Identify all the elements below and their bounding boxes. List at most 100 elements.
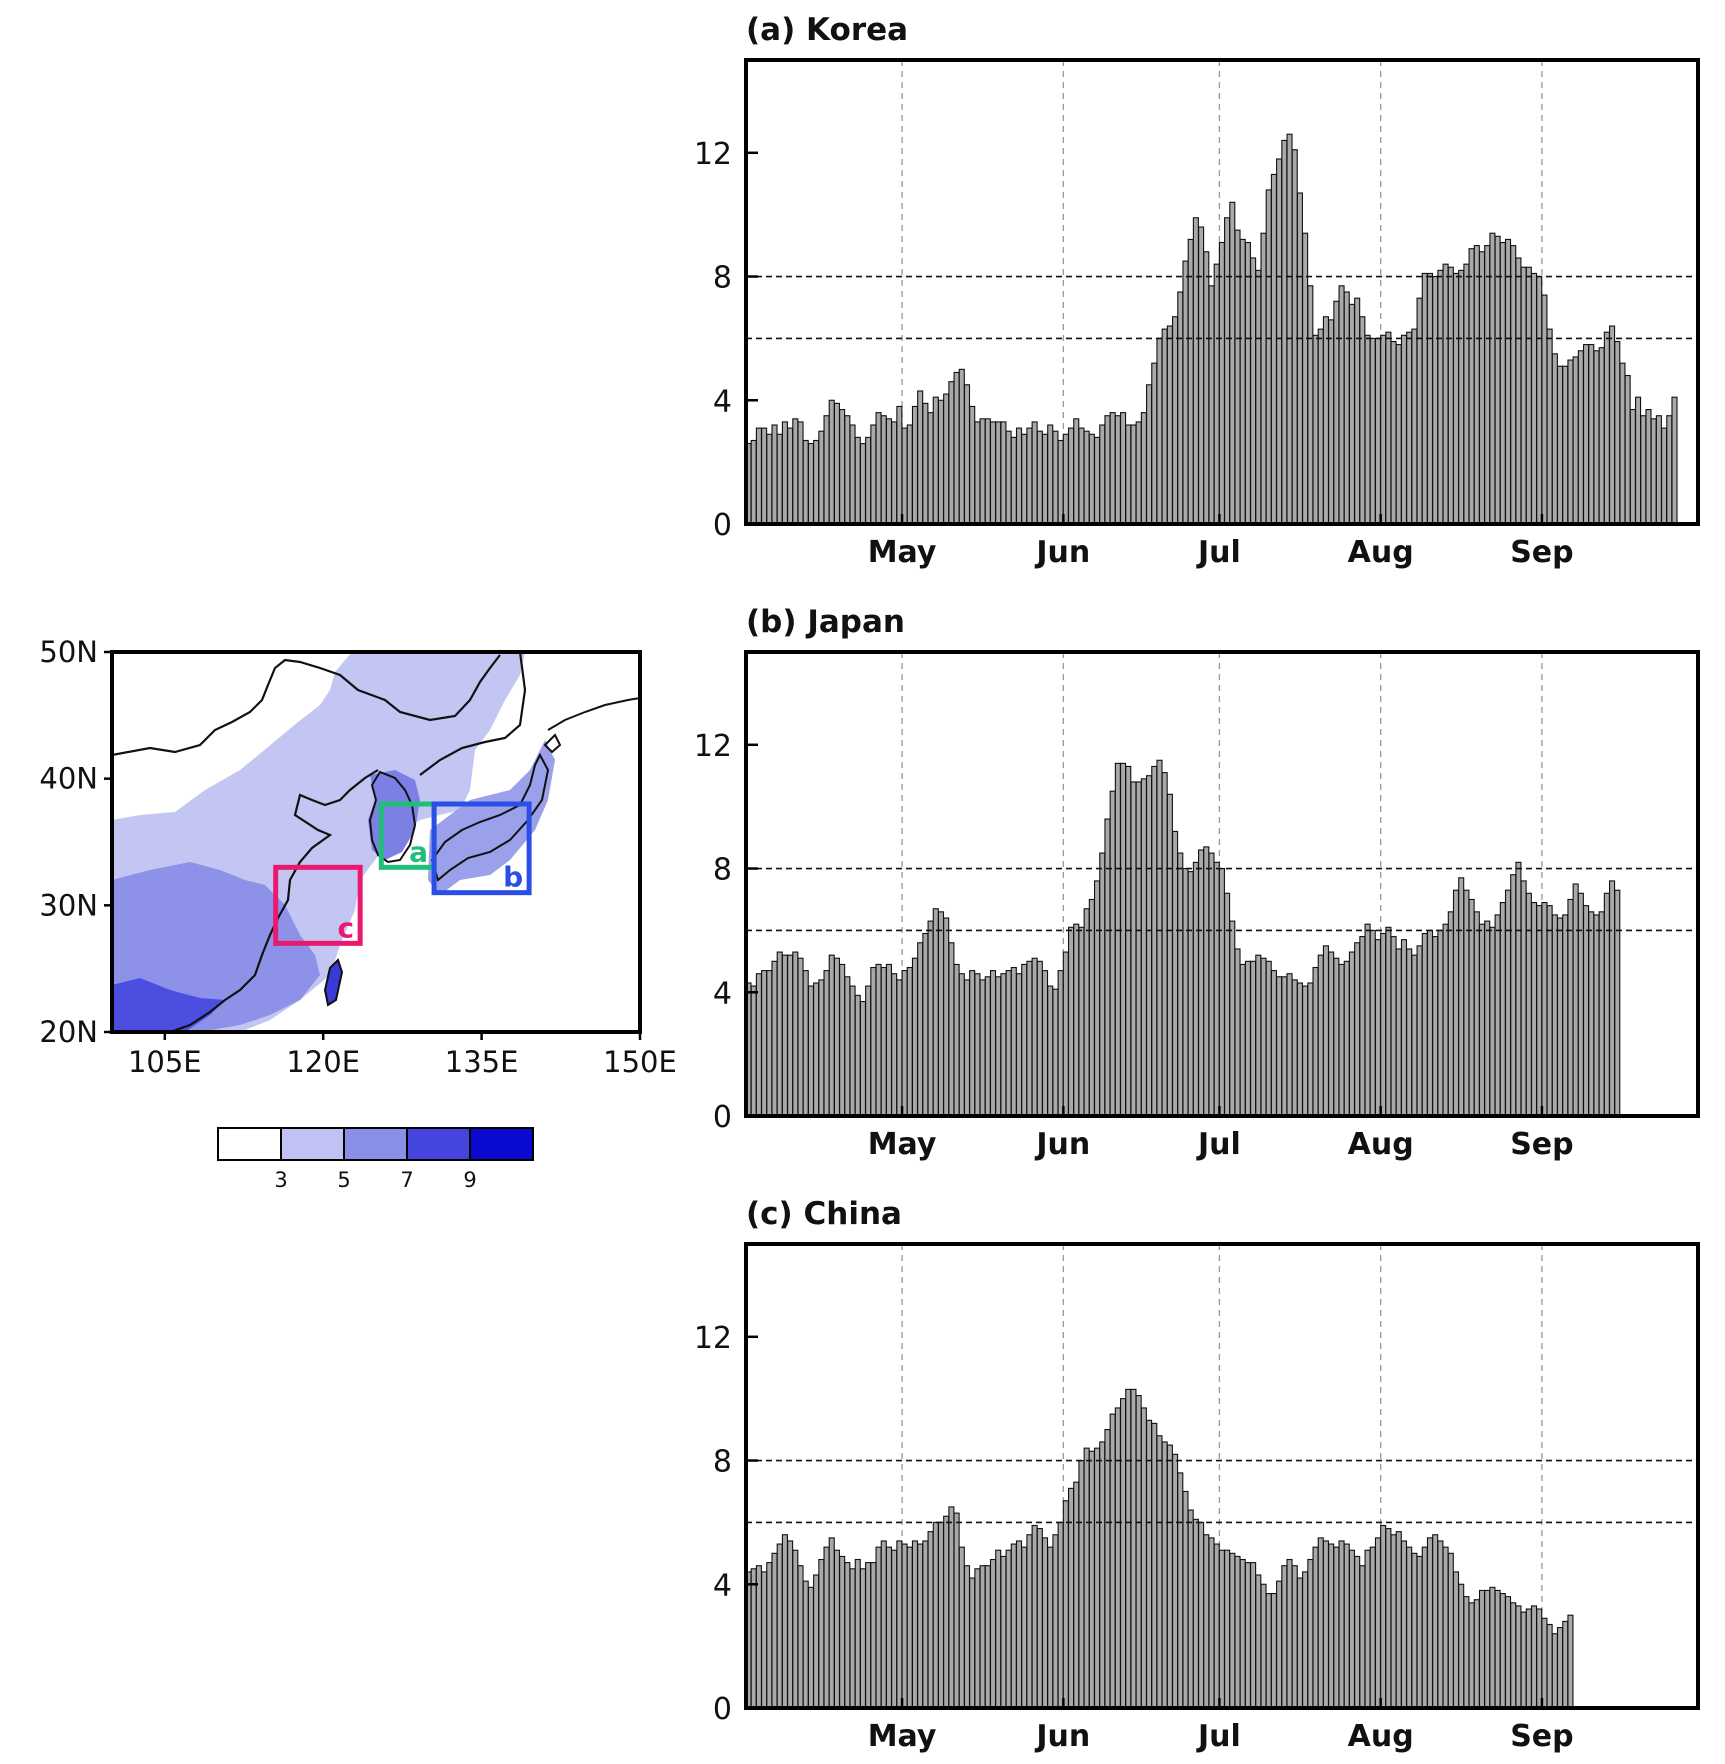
bar [1172, 316, 1179, 525]
bar [989, 970, 997, 1117]
bar [771, 960, 778, 1117]
bar [1109, 790, 1116, 1117]
bar [854, 994, 861, 1117]
bar [1187, 1509, 1194, 1709]
bar [1203, 1534, 1210, 1709]
region-box-label: b [503, 861, 523, 894]
bar [1276, 976, 1283, 1117]
bar [807, 985, 814, 1117]
bar [1655, 415, 1662, 525]
bar [813, 439, 820, 525]
bar [1104, 415, 1111, 525]
bar [979, 979, 986, 1117]
bar [1109, 1413, 1116, 1709]
map-shade-taiwan [325, 960, 342, 1005]
bar [1052, 988, 1059, 1117]
bar [776, 433, 783, 525]
bar [1463, 1596, 1470, 1709]
bar [1348, 1549, 1355, 1709]
bar [896, 979, 903, 1117]
lon-label: 135E [445, 1045, 519, 1079]
bar [1067, 427, 1075, 525]
bar [1047, 424, 1054, 525]
bar [1609, 880, 1616, 1117]
bar [1198, 1521, 1205, 1709]
bar [839, 408, 846, 525]
bar [1380, 932, 1387, 1117]
chart-title: (b) Japan [746, 604, 905, 640]
bar [1166, 793, 1173, 1117]
bar [1047, 1546, 1054, 1709]
bar [1156, 759, 1163, 1117]
bar [1437, 929, 1444, 1117]
bar [1458, 269, 1465, 525]
bar [807, 443, 814, 525]
coastline-taiwan [323, 958, 344, 1007]
bar [1198, 849, 1205, 1117]
bar [1213, 1543, 1220, 1709]
bar [1244, 960, 1251, 1117]
bar [1057, 439, 1064, 525]
bar [875, 412, 882, 525]
bar [1489, 926, 1496, 1117]
bar [1057, 970, 1064, 1117]
bar [781, 1534, 788, 1709]
bar [870, 966, 877, 1117]
bar [1359, 936, 1366, 1117]
bar [1203, 251, 1210, 525]
bar [1244, 1562, 1251, 1709]
bar [1109, 412, 1116, 525]
bar [1208, 1537, 1215, 1709]
bar [776, 1543, 783, 1709]
bar [1572, 883, 1579, 1117]
bar [1317, 954, 1324, 1117]
bar [1239, 963, 1246, 1117]
bar [1317, 1537, 1324, 1709]
bar [1525, 266, 1532, 525]
bar [901, 1543, 908, 1709]
bar [1385, 331, 1392, 525]
bar [885, 963, 893, 1117]
bar [1088, 433, 1095, 525]
bar [1041, 970, 1049, 1117]
bar [1125, 1388, 1132, 1709]
y-tick-label: 12 [694, 1321, 732, 1356]
bar [917, 942, 924, 1117]
bar [1588, 344, 1595, 525]
bar [1291, 1565, 1298, 1709]
bar [797, 957, 804, 1117]
colorbar-cell [406, 1127, 471, 1161]
bar [1635, 396, 1642, 525]
bar [859, 1000, 867, 1117]
bar [1661, 427, 1668, 525]
bar [849, 424, 856, 525]
bar [1265, 189, 1272, 525]
plot-frame [744, 58, 1700, 526]
bar [1452, 272, 1460, 525]
bar [865, 985, 872, 1117]
bar [1463, 889, 1470, 1117]
x-tick-label: May [868, 1127, 937, 1162]
bar [1541, 902, 1548, 1117]
bar [1478, 1589, 1486, 1709]
bar [1151, 765, 1158, 1117]
bar [1530, 272, 1538, 525]
bar [1099, 852, 1106, 1117]
bar [989, 421, 997, 525]
bar [1348, 951, 1355, 1117]
bar [984, 976, 991, 1117]
bar [1307, 982, 1314, 1117]
bar [1416, 945, 1423, 1117]
y-tick-label: 0 [713, 1692, 732, 1727]
bar [1395, 344, 1402, 525]
bar [891, 1549, 898, 1709]
bar [1447, 911, 1454, 1117]
region-box-b [431, 801, 532, 896]
bar [1000, 1555, 1007, 1709]
bar [818, 430, 825, 525]
bar [953, 963, 960, 1117]
bar [1208, 852, 1215, 1117]
bar [1468, 1602, 1475, 1709]
bar [1047, 985, 1054, 1117]
bar [974, 973, 981, 1117]
